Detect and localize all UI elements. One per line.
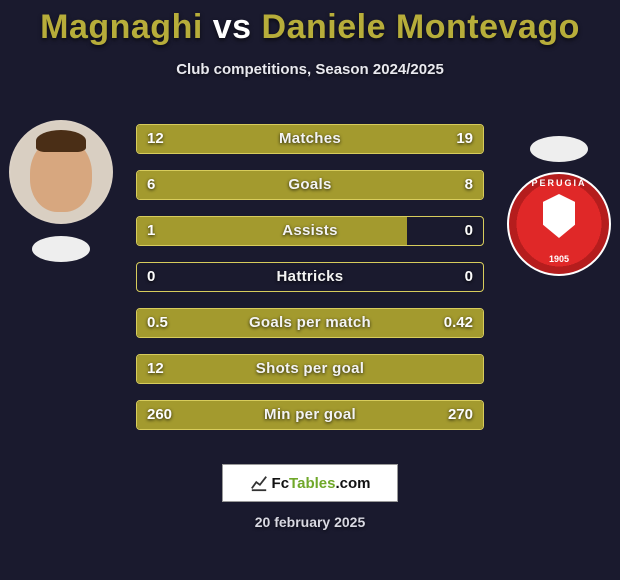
- stat-label: Assists: [137, 217, 483, 245]
- date-label: 20 february 2025: [0, 514, 620, 530]
- stat-label: Shots per goal: [137, 355, 483, 383]
- brand-suffix: .com: [335, 475, 370, 492]
- stat-label: Hattricks: [137, 263, 483, 291]
- stat-label: Goals per match: [137, 309, 483, 337]
- stat-label: Min per goal: [137, 401, 483, 429]
- chart-icon: [250, 474, 268, 492]
- comparison-title: Magnaghi vs Daniele Montevago: [0, 0, 620, 47]
- badge-top-text: PERUGIA: [509, 178, 609, 188]
- player1-flag: [32, 236, 90, 262]
- brand-prefix: Fc: [272, 475, 290, 492]
- stat-label: Matches: [137, 125, 483, 153]
- player1-name: Magnaghi: [40, 8, 203, 46]
- player2-club-badge: PERUGIA 1905: [507, 172, 611, 276]
- stat-label: Goals: [137, 171, 483, 199]
- stat-row: 260270Min per goal: [136, 400, 484, 430]
- stat-row: 12Shots per goal: [136, 354, 484, 384]
- player2-name: Daniele Montevago: [262, 8, 580, 46]
- fctables-link[interactable]: FcTables.com: [222, 464, 398, 502]
- stat-row: 00Hattricks: [136, 262, 484, 292]
- title-vs: vs: [213, 8, 252, 46]
- stat-row: 10Assists: [136, 216, 484, 246]
- stat-row: 68Goals: [136, 170, 484, 200]
- badge-year: 1905: [509, 254, 609, 264]
- player2-flag: [530, 136, 588, 162]
- stats-container: 1219Matches 68Goals 10Assists 00Hattricks 0.…: [136, 124, 484, 446]
- badge-shield-icon: [543, 194, 575, 238]
- player2-avatar-block: PERUGIA 1905: [504, 160, 614, 276]
- brand-accent: Tables: [289, 475, 335, 492]
- player1-avatar: [9, 120, 113, 224]
- brand-text: FcTables.com: [272, 475, 371, 492]
- stat-row: 1219Matches: [136, 124, 484, 154]
- player1-avatar-block: [6, 120, 116, 262]
- subtitle: Club competitions, Season 2024/2025: [0, 61, 620, 78]
- stat-row: 0.50.42Goals per match: [136, 308, 484, 338]
